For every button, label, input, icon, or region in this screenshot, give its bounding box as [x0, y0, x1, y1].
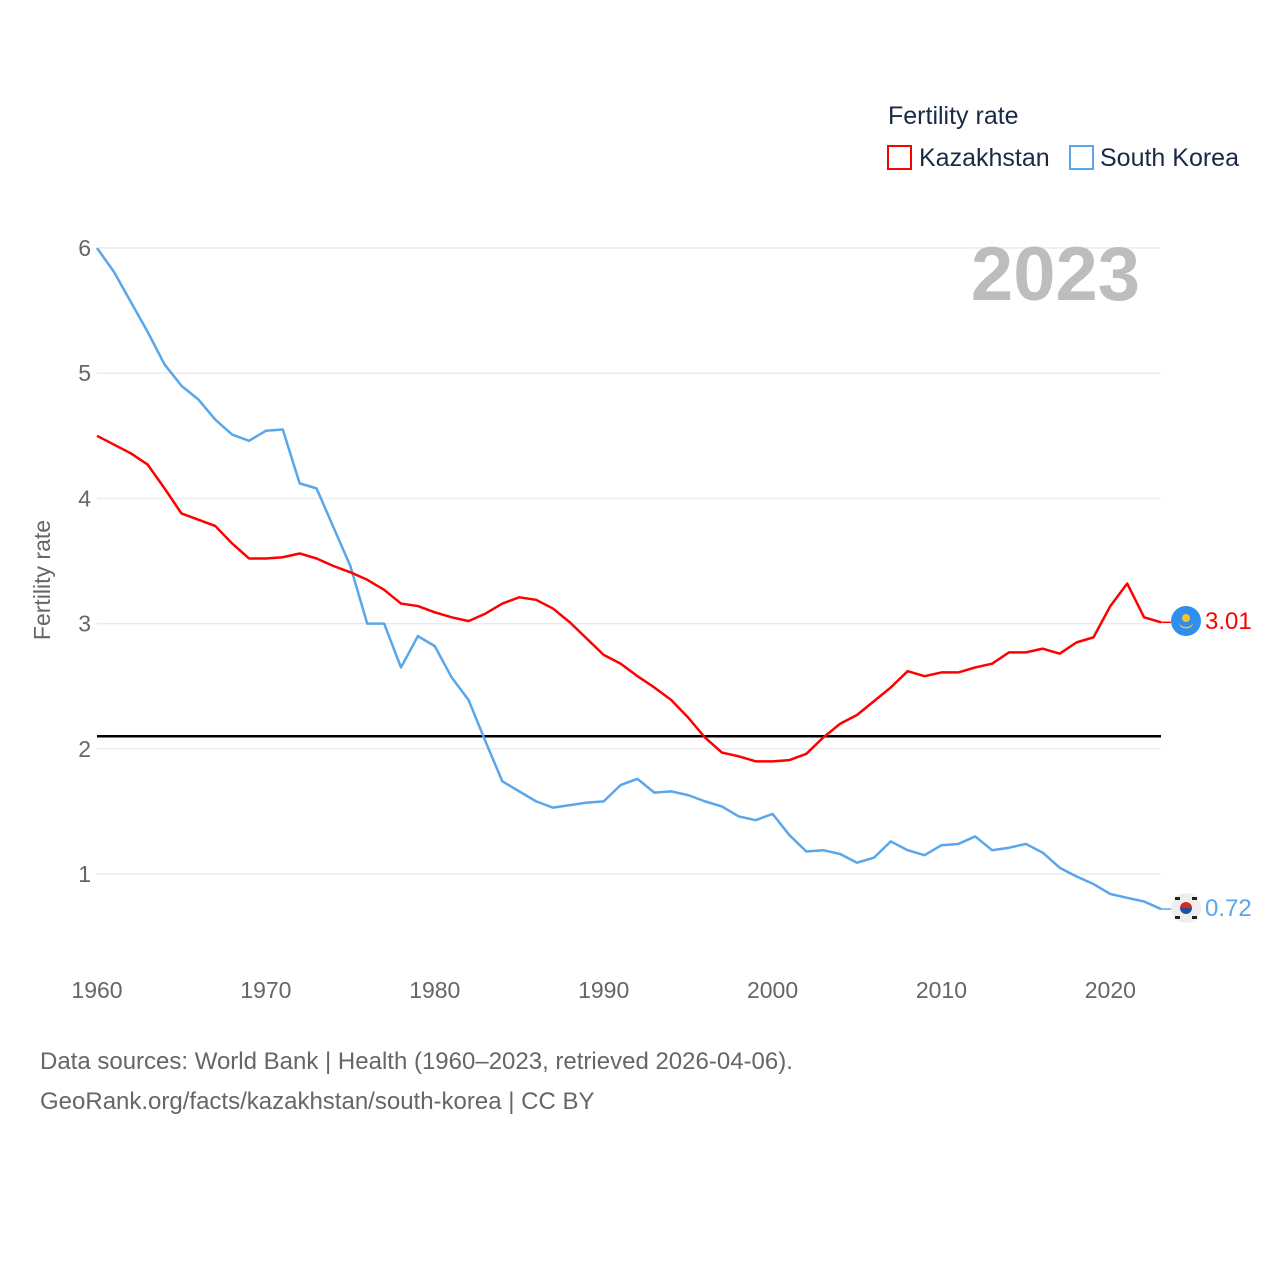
- source-link[interactable]: GeoRank.org/facts/kazakhstan/south-korea…: [40, 1088, 595, 1115]
- legend-label-kazakhstan: Kazakhstan: [919, 144, 1050, 172]
- legend-swatch-kazakhstan: [887, 145, 912, 170]
- legend-swatch-south-korea: [1069, 145, 1094, 170]
- y-tick-label: 6: [78, 235, 91, 261]
- x-tick-label: 1990: [578, 977, 629, 1003]
- x-tick-label: 1970: [240, 977, 291, 1003]
- y-axis-label: Fertility rate: [29, 520, 55, 640]
- legend-label-south-korea: South Korea: [1100, 144, 1239, 172]
- south-korea-flag-icon: [1171, 893, 1201, 923]
- x-tick-label: 1980: [409, 977, 460, 1003]
- end-label-south-korea: 0.72: [1205, 895, 1252, 922]
- x-tick-label: 2000: [747, 977, 798, 1003]
- y-tick-label: 4: [78, 485, 91, 511]
- y-tick-label: 2: [78, 736, 91, 762]
- x-axis: 1960 1970 1980 1990 2000 2010 2020: [71, 977, 1136, 1003]
- current-year-label: 2023: [971, 232, 1140, 317]
- y-tick-label: 1: [78, 861, 91, 887]
- x-tick-label: 2020: [1085, 977, 1136, 1003]
- x-tick-label: 2010: [916, 977, 967, 1003]
- legend-item-kazakhstan[interactable]: Kazakhstan: [887, 144, 1050, 172]
- y-tick-label: 5: [78, 360, 91, 386]
- y-tick-label: 3: [78, 611, 91, 637]
- x-tick-label: 1960: [71, 977, 122, 1003]
- legend: Fertility rate Kazakhstan South Korea: [887, 102, 1239, 172]
- end-label-kazakhstan: 3.01: [1205, 608, 1252, 635]
- legend-title: Fertility rate: [888, 102, 1019, 130]
- series-line-south-korea: [95, 247, 1162, 911]
- grid: [97, 247, 1161, 875]
- legend-item-south-korea[interactable]: South Korea: [1069, 144, 1239, 172]
- kazakhstan-flag-icon: [1171, 606, 1201, 636]
- data-sources: Data sources: World Bank | Health (1960–…: [40, 1048, 793, 1075]
- series-lines: [95, 247, 1171, 911]
- y-axis: 1 2 3 4 5 6: [78, 235, 91, 887]
- footer: Data sources: World Bank | Health (1960–…: [40, 1042, 793, 1122]
- series-line-kazakhstan: [96, 434, 1162, 763]
